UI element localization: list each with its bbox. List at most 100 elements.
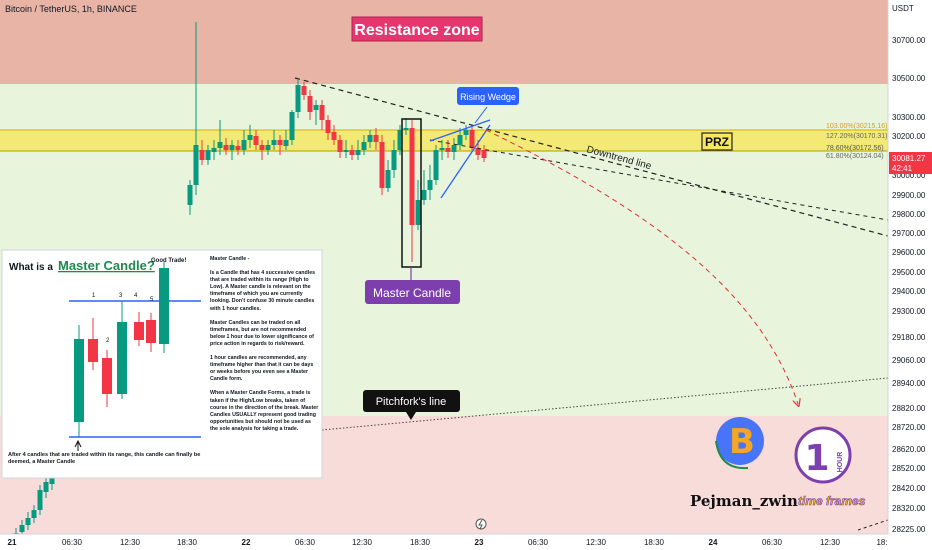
candle-body (475, 148, 481, 155)
time-label: 12:30 (820, 538, 841, 547)
time-label: 12:30 (586, 538, 607, 547)
candle-body (283, 140, 289, 146)
mini-num-4: 4 (134, 293, 138, 299)
author-name: Pejman_zwin (690, 492, 798, 510)
price-tick: 28225.00 (892, 525, 926, 534)
prz-label: PRZ (705, 135, 729, 149)
candle-body (331, 132, 337, 140)
timezone-icon[interactable] (475, 518, 487, 530)
time-label: 23 (475, 538, 484, 547)
good-trade-label: Good Trade! (151, 258, 186, 264)
candle-body (361, 142, 367, 150)
candle-body (379, 142, 385, 188)
candle-body (415, 200, 421, 225)
price-tick: 29180.00 (892, 333, 926, 342)
hour-logo-digit: 1 (804, 438, 829, 479)
price-tick: 28940.00 (892, 379, 926, 388)
candle-body (313, 105, 319, 110)
candle-body (319, 105, 325, 120)
price-tick: 29500.00 (892, 268, 926, 277)
candle-body (217, 142, 223, 148)
candle-body (481, 150, 487, 158)
price-tick: 29600.00 (892, 248, 926, 257)
time-label: 24 (709, 538, 718, 547)
pitchfork-line (321, 377, 889, 431)
time-label: 18: (876, 538, 887, 547)
mini-candle-body (88, 339, 98, 362)
price-tick: 30300.00 (892, 113, 926, 122)
candle-body (463, 130, 469, 135)
candle-body (469, 130, 475, 148)
candle-body (325, 120, 331, 133)
info-title-link: Master Candle? (58, 258, 155, 273)
fib-level-127: 127.20%(30170.31) (826, 133, 888, 140)
price-tick: 28720.00 (892, 423, 926, 432)
prz-label-box (701, 132, 733, 151)
price-tick: 28820.00 (892, 404, 926, 413)
candle-body (37, 490, 43, 510)
price-tick: 30200.00 (892, 132, 926, 141)
price-tick: 30700.00 (892, 36, 926, 45)
info-paragraph-1: Is a Candle that has 4 successive candle… (210, 270, 316, 312)
rising-wedge-label: Rising Wedge (460, 92, 516, 102)
current-price: 30081.27 (892, 154, 926, 163)
resistance-zone (0, 0, 888, 84)
mini-candle-body (102, 358, 112, 394)
candle-body (295, 85, 301, 112)
price-tick: 28620.00 (892, 445, 926, 454)
candle-body (439, 148, 445, 150)
candle-body (409, 128, 415, 225)
price-tick: 30500.00 (892, 74, 926, 83)
candle-body (241, 140, 247, 150)
candle-body (187, 185, 193, 205)
info-paragraph-2: Master Candles can be traded on all time… (210, 319, 314, 347)
candle-body (265, 145, 271, 150)
fib-level-103: 103.00%(30215.16) (826, 123, 888, 130)
time-label: 06:30 (295, 538, 316, 547)
mini-num-1: 1 (92, 293, 96, 299)
time-axis[interactable] (0, 534, 932, 550)
mini-arrow-up-icon (74, 439, 82, 451)
price-tick: 29400.00 (892, 287, 926, 296)
mini-candle-body (146, 320, 156, 343)
candle-body (259, 145, 265, 150)
candle-body (349, 150, 355, 155)
candle-body (451, 145, 457, 152)
resistance-label-box (351, 16, 483, 42)
price-axis[interactable] (888, 0, 932, 534)
info-paragraph-4: When a Master Candle Forms, a trade is t… (210, 390, 319, 432)
candle-body (307, 96, 313, 112)
current-price-tag (889, 152, 932, 174)
time-label: 06:30 (762, 538, 783, 547)
candle-body (247, 135, 253, 140)
hour-logo-word: HOUR (837, 452, 844, 473)
candle-body (229, 145, 235, 150)
candle-body (385, 170, 391, 188)
candle-body (403, 128, 409, 130)
rising-wedge-pointer (474, 106, 488, 124)
candle-body (43, 482, 49, 492)
info-title-prefix: What is a (9, 262, 53, 273)
time-label: 06:30 (528, 538, 549, 547)
candle-body (205, 150, 211, 160)
coin-logo-letter: B (729, 422, 755, 462)
mini-candles (74, 262, 169, 437)
candle-body (427, 180, 433, 190)
rising-wedge-upper (429, 119, 491, 142)
mini-candle-body (74, 339, 84, 422)
candle-body (199, 150, 205, 160)
candle-body (397, 130, 403, 150)
price-tick: 29900.00 (892, 191, 926, 200)
fib-level-786: 78.60%(30172.56) (826, 145, 884, 152)
candle-body (271, 140, 277, 145)
pitchfork-label-pointer (406, 412, 416, 420)
info-paragraph-3: 1 hour candles are recommended, any time… (210, 355, 314, 383)
candle-body (235, 146, 241, 150)
mini-candle-body (159, 268, 169, 344)
mini-num-2: 2 (106, 338, 110, 344)
candle-body (343, 150, 349, 152)
rising-wedge-label-box (457, 87, 519, 105)
candle-body (25, 518, 31, 525)
time-label: 18:30 (177, 538, 198, 547)
